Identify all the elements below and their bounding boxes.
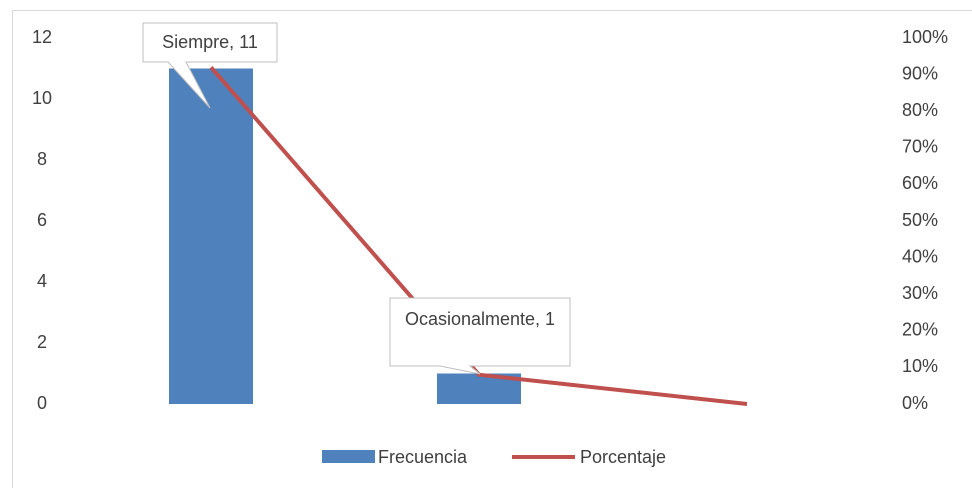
legend-label: Frecuencia <box>378 447 468 467</box>
chart-border <box>12 10 972 488</box>
y2-tick-label: 20% <box>902 320 938 340</box>
y-tick-label: 10 <box>32 88 52 108</box>
data-label: Siempre, 11 <box>162 32 258 52</box>
y2-tick-label: 100% <box>902 27 948 47</box>
data-label: Ocasionalmente, 1 <box>404 309 556 329</box>
y-tick-label: 2 <box>37 332 47 352</box>
legend-label: Porcentaje <box>580 447 666 467</box>
y-tick-label: 6 <box>37 210 47 230</box>
y2-tick-label: 70% <box>902 137 938 157</box>
y2-tick-label: 0% <box>902 393 928 413</box>
bar <box>169 68 253 404</box>
y-tick-label: 8 <box>37 149 47 169</box>
y-tick-label: 0 <box>37 393 47 413</box>
callout-box <box>142 22 278 109</box>
line-series <box>209 65 748 406</box>
y2-tick-label: 50% <box>902 210 938 230</box>
y2-tick-label: 90% <box>902 63 938 83</box>
callout-box <box>389 297 571 375</box>
y2-tick-label: 80% <box>902 100 938 120</box>
y2-tick-label: 40% <box>902 246 938 266</box>
y2-tick-label: 10% <box>902 356 938 376</box>
y2-tick-label: 30% <box>902 283 938 303</box>
y2-tick-label: 60% <box>902 173 938 193</box>
y-tick-label: 4 <box>37 271 47 291</box>
legend-swatch <box>322 450 375 463</box>
y-tick-label: 12 <box>32 27 52 47</box>
